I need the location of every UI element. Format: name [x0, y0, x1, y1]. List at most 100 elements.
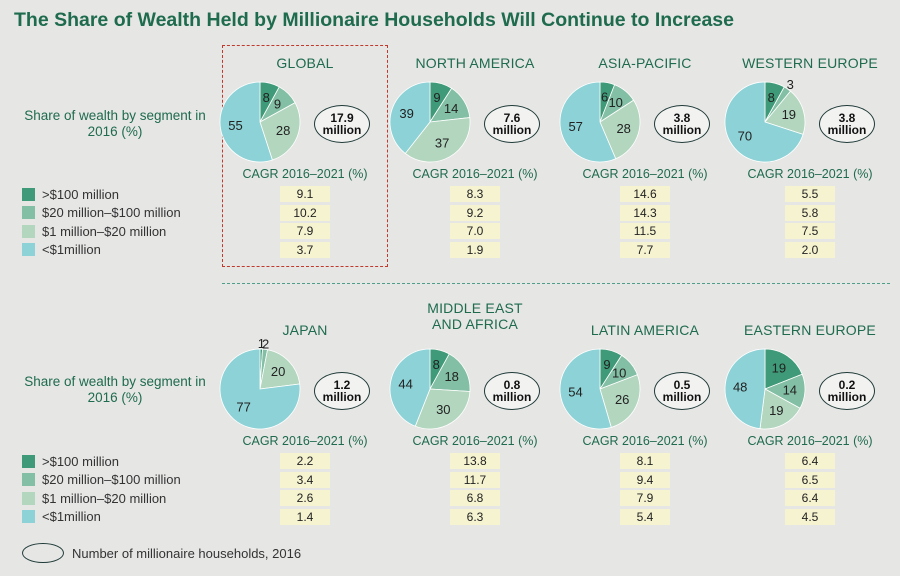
- slice-label: 54: [568, 385, 582, 400]
- slice-label: 77: [236, 400, 250, 415]
- cagr-cell: 7.0: [450, 223, 500, 239]
- legend-swatch: [22, 491, 35, 505]
- cagr-cell: 2.0: [785, 241, 835, 258]
- legend-swatch: [22, 454, 35, 468]
- slice-label: 26: [615, 392, 629, 407]
- cagr-values: 13.8 11.7 6.8 6.3: [450, 453, 500, 527]
- slice-label: 57: [568, 119, 582, 134]
- cagr-cell: 10.2: [280, 204, 330, 221]
- legend-item: $1 million–$20 million: [22, 489, 181, 508]
- slice-label: 70: [738, 129, 752, 144]
- households-value: million: [662, 390, 702, 404]
- legend-item: >$100 million: [22, 452, 181, 471]
- slice-label: 18: [444, 369, 458, 384]
- pie-slice: [759, 388, 801, 430]
- legend-bottom: >$100 million $20 million–$100 million $…: [22, 452, 181, 526]
- share-label-top: Share of wealth by segment in 2016 (%): [24, 108, 206, 139]
- legend-top: >$100 million $20 million–$100 million $…: [22, 185, 181, 259]
- legend-swatch: [22, 243, 35, 257]
- pie-chart: 910 26 54: [559, 348, 641, 430]
- pie-slice: [414, 388, 471, 430]
- cagr-cell: 5.4: [620, 508, 670, 525]
- share-label-bottom: Share of wealth by segment in 2016 (%): [24, 374, 206, 405]
- households-value: million: [827, 123, 867, 137]
- legend-item: $20 million–$100 million: [22, 204, 181, 223]
- legend-label: $20 million–$100 million: [42, 472, 181, 488]
- households-value: million: [322, 390, 362, 404]
- pie-slice: [764, 90, 806, 135]
- pie-chart: 8 18 30 44: [389, 348, 471, 430]
- slice-label: 14: [783, 383, 797, 398]
- cagr-cell: 2.2: [280, 453, 330, 469]
- pie-slice: [599, 374, 641, 428]
- cagr-cell: 3.4: [280, 471, 330, 488]
- slice-label: 55: [228, 118, 242, 133]
- region-name: GLOBAL: [276, 55, 334, 71]
- households-oval-icon: [22, 543, 64, 563]
- pie-slice: [219, 81, 273, 163]
- cagr-cell: 7.9: [620, 490, 670, 506]
- footer-label: Number of millionaire households, 2016: [72, 545, 302, 561]
- cagr-cell: 1.4: [280, 508, 330, 525]
- region-name: LATIN AMERICA: [590, 322, 700, 338]
- cagr-cell: 6.3: [450, 508, 500, 525]
- slice-label: 14: [444, 101, 458, 116]
- pie-slice: [724, 348, 766, 430]
- pie-slice: [559, 81, 617, 163]
- slice-label: 28: [616, 121, 630, 136]
- slice-label: 3: [787, 77, 794, 92]
- households-value: 17.9: [330, 111, 354, 125]
- legend-label: >$100 million: [42, 186, 119, 202]
- legend-swatch: [22, 473, 35, 487]
- region-name: MIDDLE EAST AND AFRICA: [427, 300, 523, 332]
- households-value: million: [662, 123, 702, 137]
- slice-label: 48: [733, 379, 747, 394]
- legend-label: $20 million–$100 million: [42, 205, 181, 221]
- region-panel: EASTERN EUROPE 19 14 19 48 0.2 million CAGR 201…: [724, 267, 895, 527]
- cagr-label: CAGR 2016–2021 (%): [412, 434, 538, 448]
- households-value: million: [492, 390, 532, 404]
- households-value: million: [322, 123, 362, 137]
- cagr-cell: 6.5: [785, 471, 835, 488]
- legend-item: <$1million: [22, 241, 181, 260]
- households-pill: 3.8 million: [819, 105, 875, 143]
- cagr-label: CAGR 2016–2021 (%): [582, 167, 708, 181]
- slice-label: 44: [398, 376, 412, 391]
- cagr-label: CAGR 2016–2021 (%): [747, 434, 873, 448]
- legend-label: <$1million: [42, 509, 101, 525]
- cagr-values: 9.1 10.2 7.9 3.7: [280, 186, 330, 260]
- cagr-label: CAGR 2016–2021 (%): [242, 434, 368, 448]
- cagr-label: CAGR 2016–2021 (%): [412, 167, 538, 181]
- region-name: WESTERN EUROPE: [742, 55, 878, 71]
- legend-label: >$100 million: [42, 453, 119, 469]
- slice-label: 19: [772, 361, 786, 376]
- pie-chart: 6 10 28 57: [559, 81, 641, 163]
- households-pill: 7.6 million: [484, 105, 540, 143]
- cagr-values: 14.6 14.3 11.5 7.7: [620, 186, 670, 260]
- legend-label: $1 million–$20 million: [42, 490, 167, 506]
- cagr-cell: 6.4: [785, 453, 835, 469]
- pie-chart: 8 9 28 55: [219, 81, 301, 163]
- pie-chart: 83 19 70: [724, 77, 806, 163]
- cagr-cell: 9.4: [620, 471, 670, 488]
- region-panel: JAPAN 1 2 20 77 1.2 million CAGR 2016–2021 (%) 2…: [219, 267, 390, 527]
- cagr-values: 2.2 3.4 2.6 1.4: [280, 453, 330, 527]
- households-value: million: [827, 390, 867, 404]
- cagr-cell: 5.8: [785, 204, 835, 221]
- pie-slice: [259, 349, 301, 390]
- chart-title: The Share of Wealth Held by Millionaire …: [14, 9, 734, 31]
- slice-label: 2: [262, 337, 269, 352]
- slice-label: 8: [263, 90, 270, 105]
- pie-slice: [259, 102, 301, 161]
- cagr-cell: 9.1: [280, 186, 330, 202]
- households-value: 0.8: [503, 378, 521, 392]
- slice-label: 28: [276, 123, 290, 138]
- cagr-cell: 13.8: [450, 453, 500, 469]
- cagr-values: 8.1 9.4 7.9 5.4: [620, 453, 670, 527]
- legend-item: $20 million–$100 million: [22, 471, 181, 490]
- households-pill: 3.8 million: [654, 105, 710, 143]
- pie-slice: [724, 81, 804, 163]
- slice-label: 9: [603, 357, 610, 372]
